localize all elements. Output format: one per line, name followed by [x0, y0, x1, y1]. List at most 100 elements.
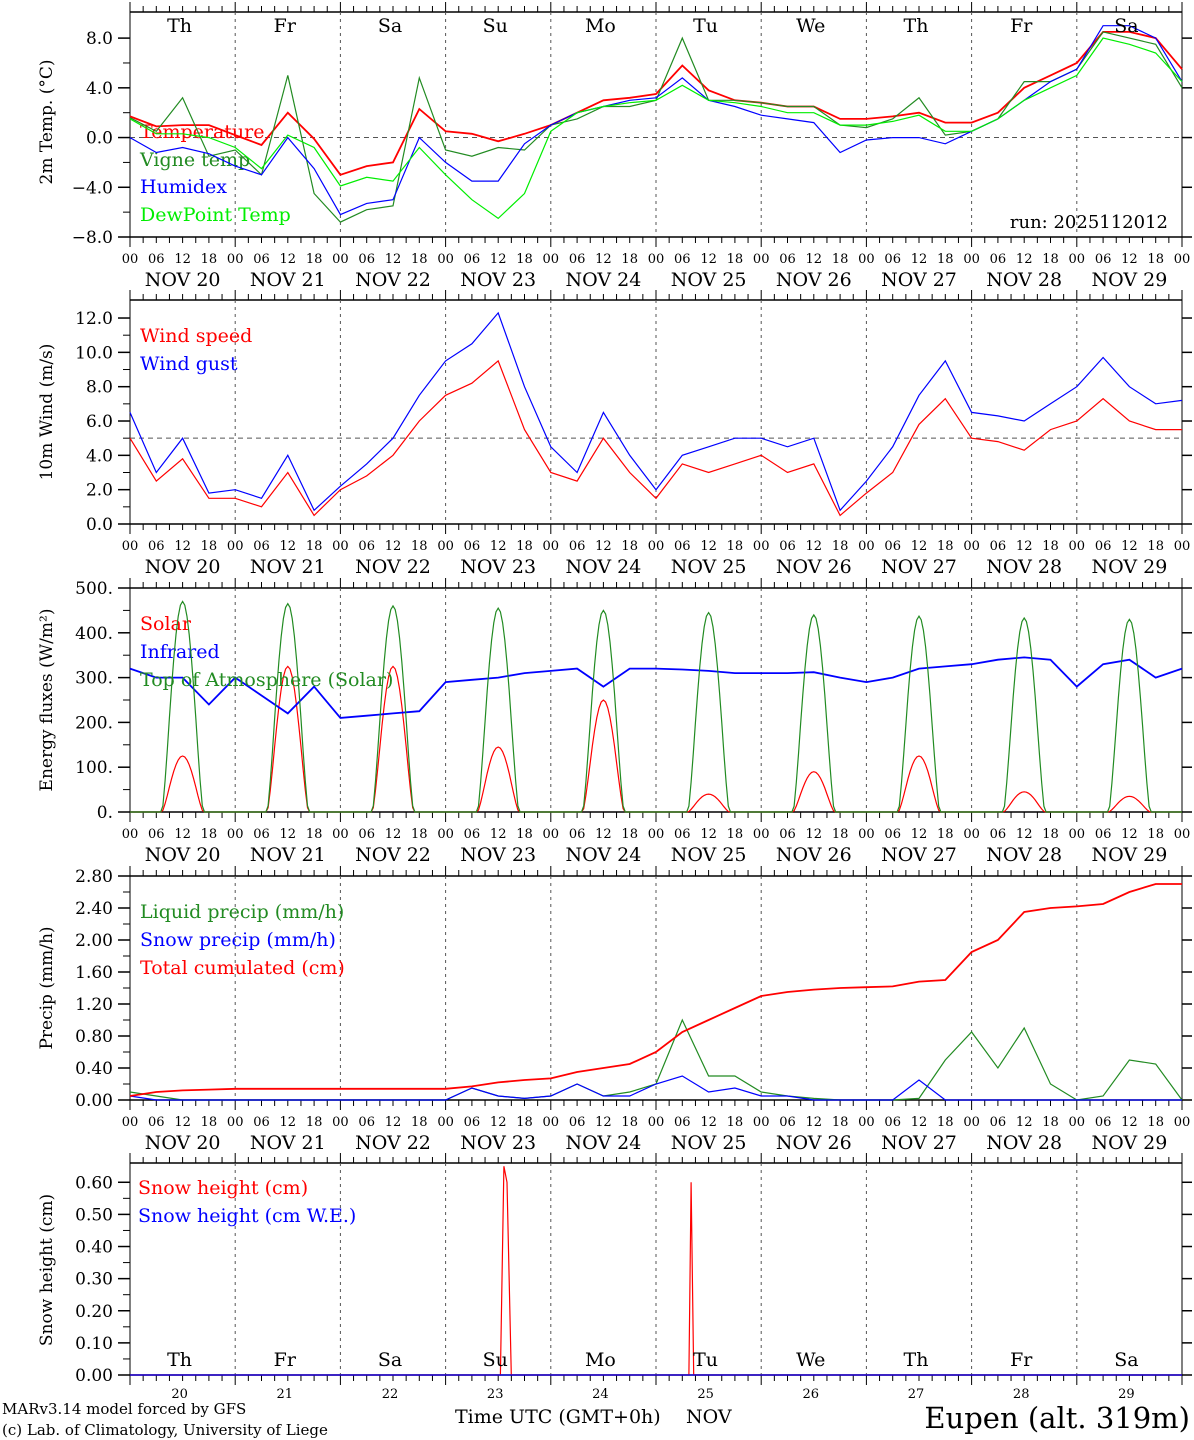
hour-label: 12: [700, 252, 717, 267]
hour-label: 12: [911, 1115, 928, 1130]
hour-label: 06: [253, 1115, 270, 1130]
weekday-label: Th: [167, 15, 192, 37]
hour-label: 06: [253, 539, 270, 554]
y-tick-label: 0.60: [75, 1173, 113, 1193]
hour-label: 00: [437, 539, 454, 554]
date-label: NOV 25: [671, 1132, 747, 1154]
weekday-label: Th: [904, 1349, 929, 1371]
hour-label: 18: [1042, 539, 1059, 554]
hour-label: 18: [727, 539, 744, 554]
series-line-wind-speed: [129, 359, 1182, 517]
hour-label: 12: [280, 1115, 297, 1130]
weekday-label: Fr: [274, 15, 297, 37]
hour-label: 06: [884, 827, 901, 842]
date-label: NOV 23: [460, 556, 536, 578]
hour-label: 06: [674, 1115, 691, 1130]
weekday-label: Tu: [693, 1349, 718, 1371]
hour-label: 12: [595, 252, 612, 267]
date-label: NOV 24: [565, 1132, 641, 1154]
date-label: NOV 28: [986, 1132, 1062, 1154]
weekday-label: We: [796, 15, 825, 37]
hour-label: 00: [753, 1115, 770, 1130]
weekday-label: Fr: [274, 1349, 297, 1371]
hour-label: 06: [779, 539, 796, 554]
day-number: 29: [1118, 1387, 1135, 1402]
hour-label: 18: [201, 252, 218, 267]
date-label: NOV 23: [460, 1132, 536, 1154]
weekday-label: We: [796, 1349, 825, 1371]
hour-label: 00: [753, 827, 770, 842]
date-label: NOV 21: [250, 269, 326, 291]
series-line-top-of-atmosphere-solar: [130, 600, 1182, 813]
y-tick-label: 300.: [75, 669, 113, 689]
hour-label: 00: [332, 252, 349, 267]
hour-label: 12: [1121, 1115, 1138, 1130]
hour-label: 00: [963, 1115, 980, 1130]
y-tick-label: 4.0: [86, 446, 113, 466]
hour-label: 18: [621, 827, 638, 842]
hour-label: 12: [1016, 1115, 1033, 1130]
hour-label: 06: [464, 827, 481, 842]
legend-entry: Infrared: [140, 641, 220, 663]
date-label: NOV 28: [986, 556, 1062, 578]
date-label: NOV 22: [355, 556, 431, 578]
hour-label: 12: [806, 1115, 823, 1130]
hour-label: 18: [1042, 827, 1059, 842]
date-label: NOV 24: [565, 844, 641, 866]
date-label: NOV 27: [881, 844, 957, 866]
hour-label: 12: [595, 827, 612, 842]
hour-label: 18: [201, 827, 218, 842]
y-tick-label: 0.: [97, 803, 113, 823]
date-label: NOV 22: [355, 1132, 431, 1154]
hour-label: 12: [911, 252, 928, 267]
legend-entry: Wind speed: [140, 325, 252, 347]
hour-label: 18: [1042, 1115, 1059, 1130]
hour-label: 18: [621, 539, 638, 554]
hour-label: 06: [1095, 1115, 1112, 1130]
hour-label: 18: [1147, 252, 1164, 267]
hour-label: 00: [543, 827, 560, 842]
y-tick-label: 2.40: [75, 899, 113, 919]
hour-label: 18: [832, 539, 849, 554]
weekday-label: Fr: [1010, 15, 1033, 37]
hour-label: 00: [437, 1115, 454, 1130]
date-label: NOV 25: [671, 844, 747, 866]
hour-label: 12: [700, 539, 717, 554]
month-label: NOV: [686, 1406, 732, 1428]
hour-label: 06: [674, 539, 691, 554]
y-tick-label: 0.50: [75, 1205, 113, 1225]
hour-label: 00: [122, 539, 139, 554]
lab-credit: (c) Lab. of Climatology, University of L…: [2, 1421, 328, 1439]
hour-label: 00: [1069, 539, 1086, 554]
hour-label: 18: [1042, 252, 1059, 267]
hour-label: 12: [174, 252, 191, 267]
legend-entry: Wind gust: [140, 353, 238, 375]
y-tick-label: 1.20: [75, 995, 113, 1015]
date-label: NOV 26: [776, 1132, 852, 1154]
legend-entry: DewPoint Temp: [140, 204, 291, 226]
hour-label: 18: [937, 1115, 954, 1130]
date-label: NOV 20: [145, 844, 221, 866]
y-tick-label: 0.30: [75, 1270, 113, 1290]
date-label: NOV 27: [881, 1132, 957, 1154]
station-label: Eupen (alt. 319m): [924, 1401, 1190, 1435]
weekday-label: Su: [483, 1349, 508, 1371]
y-axis-label: Precip (mm/h): [37, 926, 57, 1049]
hour-label: 12: [174, 539, 191, 554]
hour-label: 06: [884, 1115, 901, 1130]
date-label: NOV 21: [250, 844, 326, 866]
date-label: NOV 25: [671, 269, 747, 291]
weekday-label: Sa: [378, 15, 402, 37]
y-axis-label: 10m Wind (m/s): [37, 344, 57, 481]
hour-label: 18: [727, 827, 744, 842]
y-tick-label: 0.20: [75, 1302, 113, 1322]
y-tick-label: 1.60: [75, 963, 113, 983]
hour-label: 12: [1121, 827, 1138, 842]
hour-label: 06: [674, 827, 691, 842]
legend-entry: Total cumulated (cm): [140, 957, 345, 979]
hour-label: 12: [595, 539, 612, 554]
hour-label: 06: [569, 827, 586, 842]
hour-label: 18: [832, 827, 849, 842]
legend-entry: Snow height (cm W.E.): [138, 1205, 356, 1227]
hour-label: 06: [253, 252, 270, 267]
